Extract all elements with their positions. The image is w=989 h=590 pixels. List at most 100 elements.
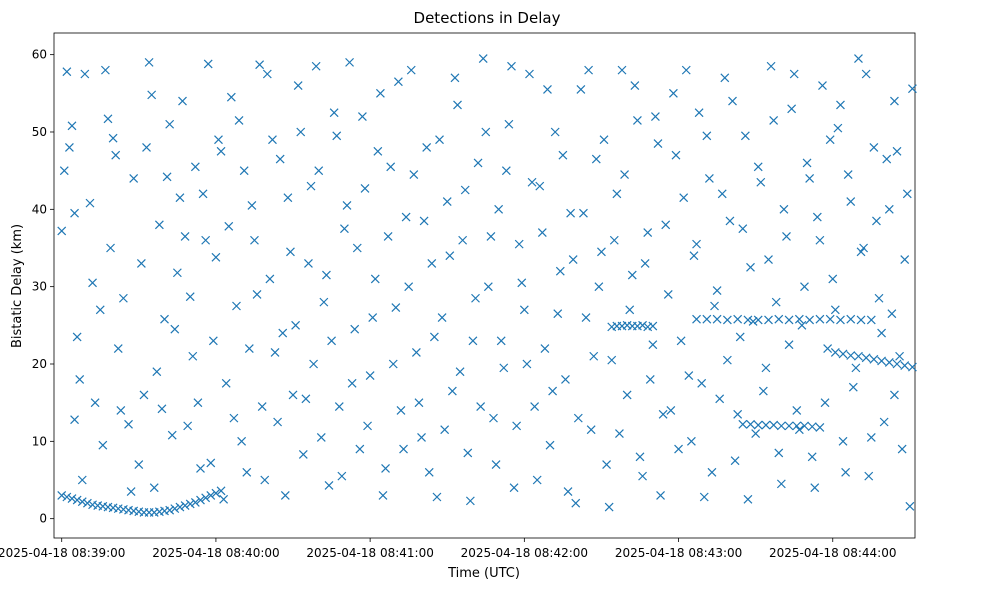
scatter-point — [193, 398, 203, 408]
scatter-point — [262, 69, 272, 79]
scatter-point — [458, 235, 468, 245]
scatter-point — [357, 112, 367, 121]
scatter-point — [630, 81, 640, 91]
scatter-point — [350, 324, 360, 334]
scatter-point — [298, 450, 308, 459]
scatter-point — [70, 415, 79, 425]
scatter-point — [393, 77, 403, 87]
scatter-point — [219, 494, 229, 504]
scatter-point — [825, 135, 835, 145]
x-axis-ticks: 2025-04-18 08:39:00 2025-04-18 08:40:00 20… — [0, 538, 896, 560]
track-point-track-12 — [800, 421, 809, 431]
scatter-point — [866, 433, 876, 442]
scatter-point — [483, 282, 493, 292]
track-point-arc-low-2 — [190, 498, 200, 507]
scatter-point — [399, 444, 408, 454]
scatter-point — [735, 332, 745, 342]
scatter-point — [378, 491, 388, 500]
scatter-point — [568, 255, 578, 265]
scatter-point — [142, 143, 151, 152]
scatter-point — [134, 460, 144, 469]
track-point-track-26 — [722, 315, 732, 325]
track-point-track-26 — [825, 314, 835, 324]
scatter-point — [460, 185, 470, 195]
scatter-point — [322, 270, 331, 280]
scatter-point — [98, 440, 108, 450]
scatter-point — [830, 305, 840, 315]
track-point-track-25 — [648, 321, 658, 331]
scatter-point — [779, 204, 789, 214]
y-tick-label: 20 — [32, 357, 47, 371]
scatter-point — [782, 231, 791, 241]
track-point-track-12 — [753, 420, 763, 430]
scatter-point — [296, 127, 306, 137]
track-point-arc-low-2 — [206, 491, 216, 500]
scatter-point — [247, 201, 257, 210]
track-point-arc-low-1 — [62, 492, 72, 502]
scatter-point — [674, 444, 683, 454]
scatter-point — [440, 425, 450, 435]
track-point-track-12 — [784, 421, 794, 431]
scatter-point — [319, 297, 329, 307]
plot-frame — [53, 32, 916, 539]
scatter-point — [838, 436, 848, 446]
scatter-point — [432, 492, 442, 502]
scatter-point — [481, 127, 491, 137]
scatter-point — [198, 189, 208, 199]
scatter-point — [774, 448, 784, 458]
scatter-point — [178, 96, 187, 106]
scatter-point — [797, 320, 807, 330]
track-point-track-21 — [838, 349, 848, 359]
track-point-track-12 — [769, 420, 779, 430]
scatter-point — [746, 262, 755, 272]
scatter-point — [666, 405, 676, 415]
scatter-point — [609, 235, 619, 245]
scatter-point — [792, 405, 802, 415]
scatter-point — [818, 81, 827, 91]
scatter-point — [764, 255, 773, 265]
scatter-point — [345, 57, 354, 67]
scatter-point — [846, 197, 856, 207]
scatter-point — [329, 108, 339, 118]
track-point-arc-low-1 — [165, 505, 175, 515]
scatter-point — [172, 268, 182, 278]
track-point-arc-low-1 — [57, 491, 67, 500]
scatter-point — [908, 84, 917, 94]
track-point-track-21 — [854, 351, 863, 361]
scatter-point — [514, 239, 524, 249]
y-tick-label: 40 — [32, 202, 47, 216]
scatter-point — [229, 413, 239, 423]
track-point-track-26 — [784, 315, 794, 325]
scatter-point — [129, 173, 139, 183]
scatter-point — [512, 421, 522, 431]
y-tick-label: 50 — [32, 125, 47, 139]
track-point-track-12 — [807, 422, 817, 432]
scatter-point — [77, 475, 87, 485]
scatter-point — [203, 59, 213, 69]
scatter-point — [756, 177, 766, 187]
track-point-arc-low-2 — [175, 502, 185, 512]
scatter-point — [890, 96, 899, 106]
scatter-point — [226, 92, 236, 102]
scatter-point — [851, 363, 861, 373]
scatter-point — [599, 135, 609, 145]
y-tick-label: 10 — [32, 434, 47, 448]
scatter-point — [375, 88, 385, 98]
track-point-track-26 — [774, 314, 784, 324]
scatter-point — [548, 386, 558, 396]
scatter-point — [291, 320, 301, 330]
scatter-point — [165, 119, 175, 129]
track-point-track-21 — [846, 351, 856, 360]
scatter-point — [311, 61, 321, 71]
scatter-point — [422, 143, 432, 152]
scatter-point — [836, 100, 845, 110]
x-tick-label: 2025-04-18 08:41:00 — [306, 546, 433, 560]
scatter-point — [650, 112, 660, 121]
scatter-point — [111, 150, 121, 160]
scatter-point — [447, 386, 457, 396]
scatter-point — [558, 150, 568, 160]
scatter-point — [854, 54, 863, 63]
track-point-track-21 — [892, 359, 902, 369]
scatter-point — [190, 162, 200, 172]
scatter-point — [689, 251, 699, 261]
